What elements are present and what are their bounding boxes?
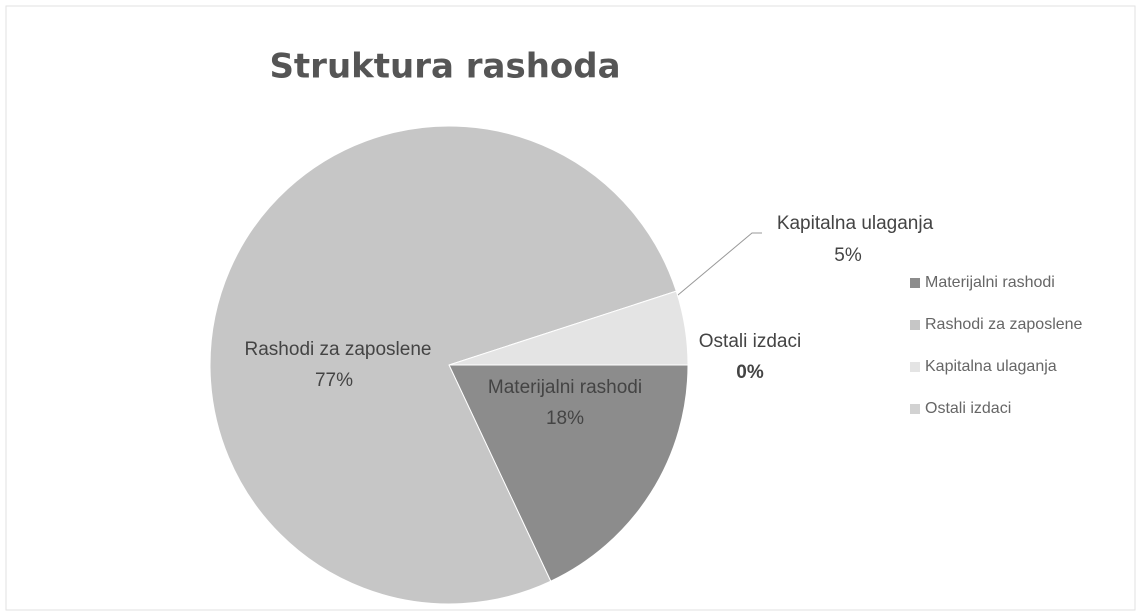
chart-title: Struktura rashoda [269,47,620,87]
data-label-value: 77% [315,370,353,391]
legend-label: Materijalni rashodi [925,274,1055,291]
legend-swatch [910,404,920,414]
legend-swatch [910,362,920,372]
pie-slice [448,364,689,582]
legend-swatch [910,278,920,288]
legend-label: Rashodi za zaposlene [925,316,1083,333]
pie-slice [209,125,677,605]
leader-line [671,232,762,301]
data-label-name: Ostali izdaci [699,331,801,352]
data-label-value: 0% [736,362,764,383]
data-label-value: 5% [834,245,862,266]
data-label-value: 18% [546,408,584,429]
legend-swatch [910,320,920,330]
legend-label: Kapitalna ulaganja [925,358,1057,375]
data-label-name: Materijalni rashodi [488,377,642,398]
data-label-name: Rashodi za zaposlene [245,339,432,360]
legend-label: Ostali izdaci [925,400,1011,417]
data-label-name: Kapitalna ulaganja [777,213,934,234]
